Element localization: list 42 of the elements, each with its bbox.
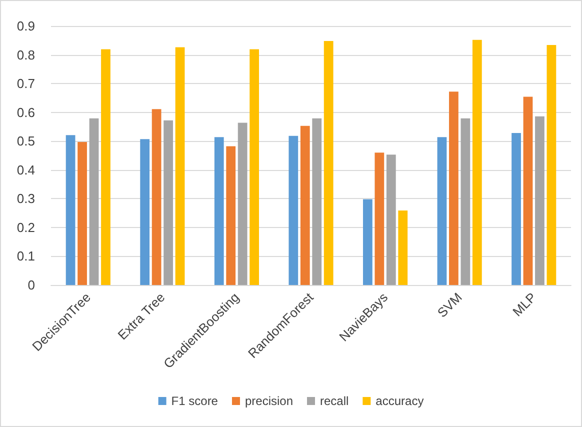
bar (250, 49, 259, 285)
bar (363, 199, 372, 285)
y-tick-label: 0 (28, 278, 35, 292)
bar (288, 136, 298, 285)
bar (386, 154, 396, 285)
y-tick-label: 0.2 (16, 220, 35, 235)
y-tick-label: 0.4 (16, 162, 35, 178)
bar (523, 96, 533, 285)
bar (101, 49, 110, 285)
bar (300, 126, 310, 285)
bar (512, 133, 521, 285)
legend-label: recall (320, 394, 349, 408)
bar (152, 109, 162, 285)
legend-label: precision (244, 394, 294, 408)
y-tick-label: 0.8 (16, 47, 35, 62)
y-tick-label: 0.5 (16, 134, 35, 149)
y-tick-label: 0.6 (16, 104, 35, 120)
bar (324, 40, 334, 285)
bar (175, 47, 185, 285)
bar (546, 44, 556, 285)
bar (312, 118, 322, 285)
bar (472, 40, 482, 285)
bar (140, 139, 150, 285)
bar (78, 142, 87, 285)
legend-label: F1 score (171, 394, 218, 408)
bar (214, 137, 224, 285)
y-tick-label: 0.9 (16, 18, 35, 34)
bar (398, 210, 408, 285)
bar (66, 135, 76, 285)
bar (460, 118, 470, 285)
bar (449, 92, 458, 285)
bar (226, 146, 236, 285)
bar (535, 116, 544, 285)
bar (89, 118, 99, 285)
bar (164, 120, 173, 285)
bar (374, 152, 384, 285)
bar (238, 122, 248, 285)
legend-label: accuracy (376, 394, 424, 408)
bar (437, 137, 447, 285)
y-tick-label: 0.3 (16, 191, 35, 206)
y-tick-label: 0.1 (16, 248, 35, 264)
y-tick-label: 0.7 (16, 76, 35, 92)
